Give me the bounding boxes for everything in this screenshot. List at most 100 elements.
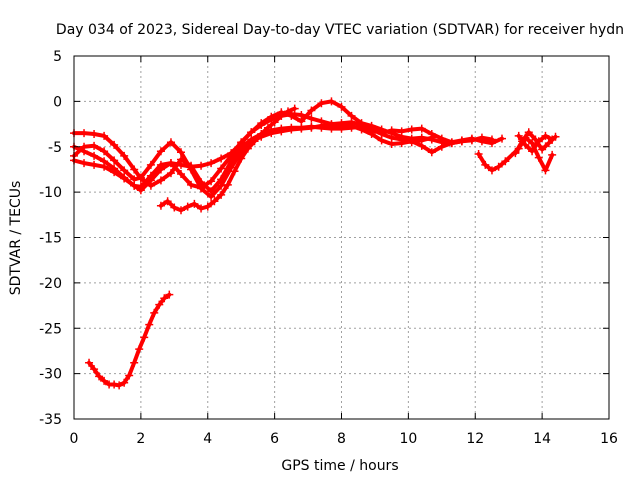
data-point (120, 173, 129, 182)
series-band (72, 124, 504, 194)
x-tick-label: 8 (337, 431, 346, 447)
data-point (257, 119, 266, 128)
x-tick-label: 16 (600, 431, 618, 447)
data-point (534, 137, 543, 146)
data-point (347, 111, 356, 120)
y-tick-label: -10 (39, 185, 62, 201)
data-point (90, 365, 99, 374)
data-point (130, 358, 139, 367)
data-point (377, 125, 386, 134)
data-point (407, 125, 416, 134)
data-point (263, 123, 272, 132)
data-point (120, 151, 129, 160)
data-point (207, 192, 216, 201)
data-point (210, 197, 219, 206)
data-point (521, 140, 530, 149)
data-point (247, 128, 256, 137)
data-point (217, 190, 226, 199)
data-point (498, 134, 506, 143)
data-point (90, 151, 99, 160)
data-point (140, 333, 149, 342)
data-point (166, 169, 175, 178)
data-point (125, 371, 134, 380)
series-track-e (156, 104, 299, 215)
data-point (156, 176, 165, 185)
data-point (467, 135, 476, 144)
data-point (110, 140, 119, 149)
data-point (170, 203, 179, 212)
data-point (130, 165, 139, 174)
data-point (177, 160, 185, 169)
data-point (337, 102, 346, 111)
data-point (95, 372, 104, 381)
data-point (437, 138, 446, 147)
data-point (541, 131, 550, 140)
data-point (207, 159, 216, 168)
data-point (367, 121, 376, 130)
data-point (80, 129, 89, 138)
data-points (70, 97, 560, 390)
data-point (317, 117, 326, 126)
data-point (110, 380, 119, 389)
data-point (511, 149, 520, 158)
data-point (187, 162, 196, 171)
data-point (487, 166, 496, 175)
data-point (90, 141, 99, 150)
x-tick-label: 14 (533, 431, 551, 447)
x-tick-label: 10 (399, 431, 417, 447)
data-point (217, 181, 226, 190)
data-point (166, 138, 175, 147)
y-tick-label: -20 (39, 276, 62, 292)
data-point (146, 176, 155, 185)
data-point (290, 104, 299, 113)
series-track-i (514, 131, 557, 156)
x-tick-label: 6 (270, 431, 279, 447)
data-point (548, 150, 557, 159)
data-point (327, 97, 336, 106)
data-point (287, 111, 296, 120)
data-point (177, 169, 185, 178)
data-point (85, 358, 94, 367)
data-point (307, 123, 316, 132)
data-point (481, 160, 490, 169)
data-point (534, 153, 543, 162)
data-point (250, 137, 259, 146)
data-point (160, 294, 169, 303)
data-point (130, 181, 139, 190)
data-point (267, 112, 276, 121)
y-tick-label: 5 (53, 49, 62, 65)
data-point (217, 154, 226, 163)
data-point (156, 147, 165, 156)
data-point (163, 197, 172, 206)
data-point (217, 164, 226, 173)
data-point (337, 119, 346, 128)
data-point (100, 376, 109, 385)
data-point (541, 166, 550, 175)
data-point (548, 135, 557, 144)
data-point (155, 300, 164, 309)
data-point (427, 135, 436, 144)
data-point (487, 135, 496, 144)
data-point (90, 160, 99, 169)
data-point (427, 148, 436, 157)
y-tick-label: -35 (39, 412, 62, 428)
y-tick-label: -25 (39, 321, 62, 337)
series-track-d (70, 97, 476, 195)
data-point (270, 118, 279, 127)
data-point (257, 130, 266, 139)
data-point (165, 290, 174, 299)
data-point (230, 167, 239, 176)
data-point (447, 139, 456, 148)
data-point (297, 117, 306, 126)
data-point (287, 125, 296, 134)
data-point (146, 160, 155, 169)
data-point (417, 133, 426, 142)
axis-ticks: 0 2 4 6 8 10 12 14 16 5 0 -5 -10 -15 -20 -25 -30 -35 (39, 49, 618, 447)
data-point (387, 129, 396, 138)
data-point (120, 166, 129, 175)
data-point (237, 139, 246, 148)
data-point (524, 128, 533, 137)
y-tick-label: 0 (53, 94, 62, 110)
data-point (100, 147, 109, 156)
